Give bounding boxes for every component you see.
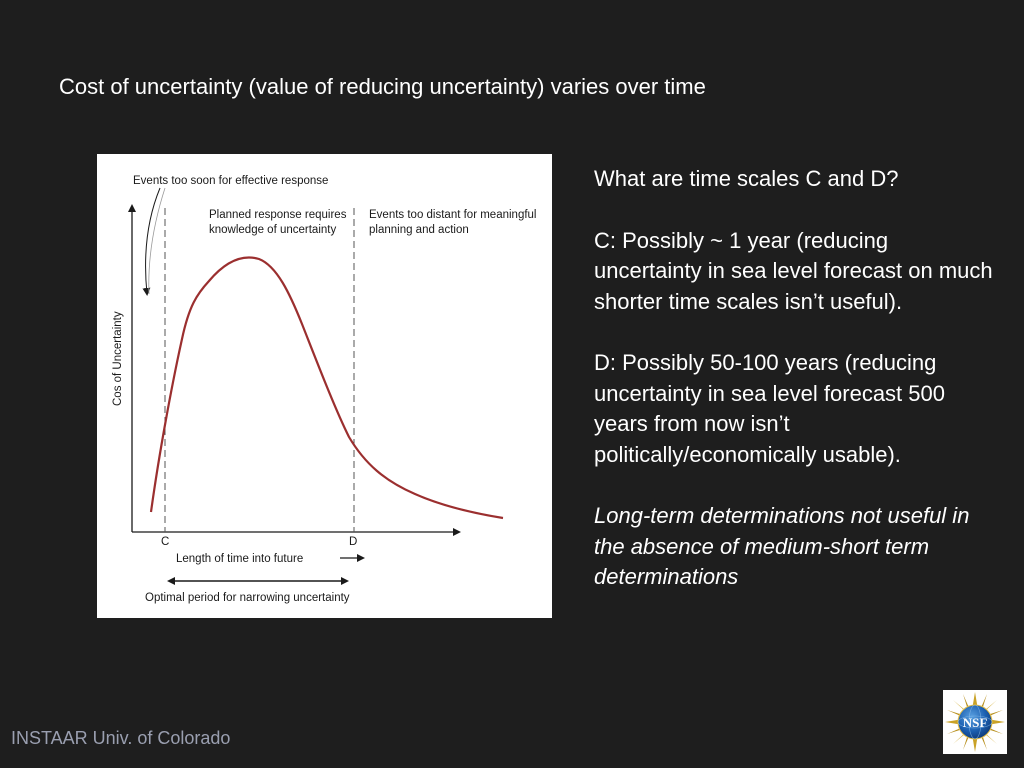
- region-middle-line2: knowledge of uncertainty: [209, 224, 336, 236]
- cost-curve: [149, 256, 504, 520]
- conclusion-text: Long-term determinations not useful in t…: [594, 503, 970, 589]
- nsf-logo-text: NSF: [963, 715, 988, 730]
- tick-c: C: [161, 536, 169, 548]
- question-text: What are time scales C and D?: [594, 166, 899, 191]
- region-right-line2: planning and action: [369, 224, 469, 236]
- x-axis-label: Length of time into future: [176, 553, 303, 565]
- answer-c-text: C: Possibly ~ 1 year (reducing uncertain…: [594, 227, 993, 314]
- region-right-line1: Events too distant for meaningful: [369, 209, 537, 221]
- annotation-pointer-line: [148, 187, 166, 295]
- annotation-events-too-soon: Events too soon for effective response: [133, 175, 328, 187]
- side-text-panel: What are time scales C and D? C: Possibl…: [594, 164, 994, 624]
- slide-title: Cost of uncertainty (value of reducing u…: [59, 74, 706, 99]
- annotation-pointer-arrow: [142, 187, 161, 296]
- optimal-period-label: Optimal period for narrowing uncertainty: [145, 592, 350, 604]
- figure-svg: Events too soon for effective response P…: [112, 175, 537, 604]
- y-axis-label: Cos of Uncertainty: [112, 311, 124, 406]
- answer-d-text: D: Possibly 50-100 years (reducing uncer…: [594, 350, 945, 467]
- footer-institution: INSTAAR Univ. of Colorado: [11, 728, 231, 748]
- tick-d: D: [349, 536, 357, 548]
- region-middle-line1: Planned response requires: [209, 209, 347, 221]
- cost-of-uncertainty-figure: Events too soon for effective response P…: [97, 154, 552, 618]
- nsf-logo-svg: NSF: [945, 692, 1005, 752]
- nsf-logo-icon: NSF: [943, 690, 1007, 754]
